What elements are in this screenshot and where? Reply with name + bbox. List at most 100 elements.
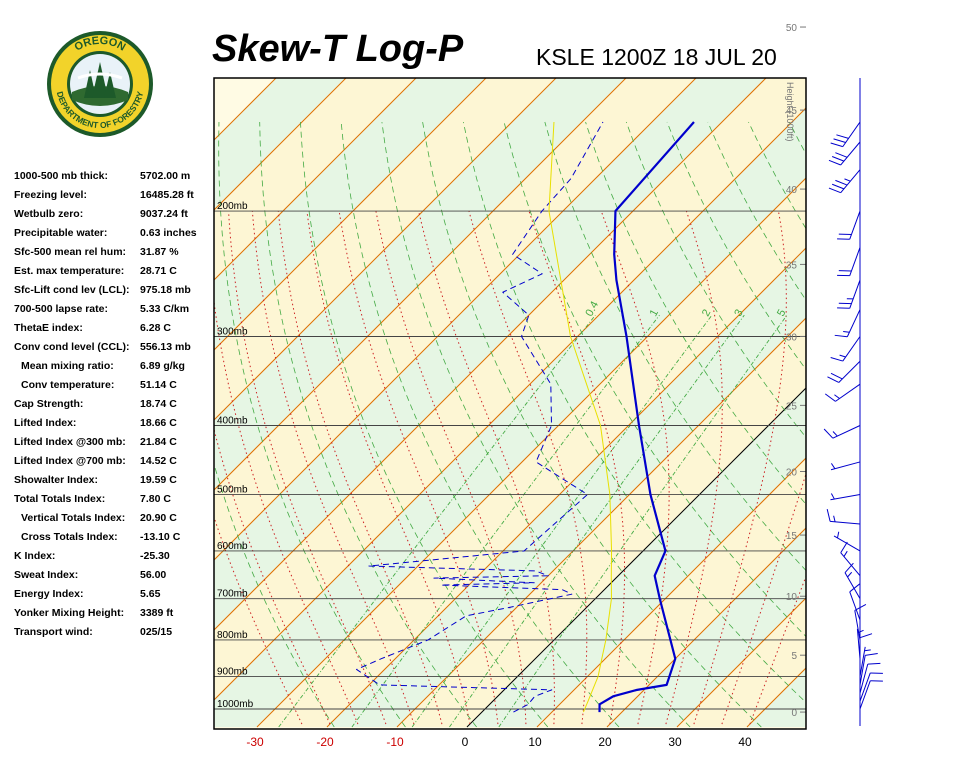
index-value: 6.89 g/kg (140, 360, 185, 372)
dry-adiabat-line (788, 121, 806, 155)
index-label: Vertical Totals Index: (21, 512, 126, 524)
isotherm-line (214, 78, 627, 491)
parcel-line (548, 122, 613, 713)
index-row: Sweat Index: 56.00 (14, 566, 214, 585)
index-value: 14.52 C (140, 455, 177, 467)
mixing-ratio-line (411, 314, 713, 728)
index-value: 7.80 C (140, 493, 171, 505)
moist-adiabat-line (306, 210, 471, 725)
moist-adiabat-line (338, 210, 499, 725)
x-axis: -30 -20 -10 0 10 20 30 40 (246, 735, 752, 749)
index-row: Lifted Index: 18.66 C (14, 414, 214, 433)
index-label: Lifted Index @300 mb: (14, 436, 126, 448)
wind-barb (823, 425, 861, 439)
height-tick-label: 5 (791, 651, 797, 662)
index-value: 0.63 inches (140, 227, 197, 239)
height-tick-label: 15 (786, 531, 798, 542)
height-tick-label: 10 (786, 592, 798, 603)
height-tick-label: 35 (786, 260, 798, 271)
height-axis-label: Height (1000ft) (785, 82, 795, 142)
moist-adiabat-line (418, 210, 555, 725)
wind-barb (844, 562, 861, 599)
oregon-forestry-logo: OREGON DEPARTMENT OF FORESTRY (47, 31, 153, 137)
stability-indices-panel: 1000-500 mb thick: 5702.00 m Freezing leve… (14, 167, 214, 642)
index-value: -13.10 C (140, 531, 181, 543)
chart-title: Skew-T Log-P (212, 28, 464, 70)
pressure-label: 200mb (217, 201, 248, 212)
index-row: Precipitable water: 0.63 inches (14, 224, 214, 243)
temperature-line (598, 121, 695, 713)
pressure-label: 700mb (217, 589, 248, 600)
x-tick-label: 10 (528, 735, 542, 749)
mixing-ratio-line (498, 314, 788, 728)
index-row: Cross Totals Index: -13.10 C (14, 528, 214, 547)
wind-barb (859, 680, 883, 710)
index-label: Lifted Index: (14, 417, 77, 429)
index-value: 51.14 C (140, 379, 177, 391)
svg-text:OREGON: OREGON (73, 35, 128, 54)
wind-barb (837, 210, 861, 240)
index-label: Conv cond level (CCL): (14, 341, 130, 353)
pressure-label: 1000mb (217, 699, 254, 710)
index-label: Freezing level: (14, 189, 87, 201)
isotherm-line (887, 0, 960, 727)
moist-adiabat-line (468, 210, 588, 725)
sounding-series (356, 121, 695, 713)
isotherm-line (676, 597, 806, 728)
index-row: Conv cond level (CCL): 556.13 mb (14, 338, 214, 357)
wind-barbs (823, 78, 883, 726)
logo-top-text: OREGON (73, 35, 128, 54)
wind-barb (830, 461, 861, 471)
zero-isotherm-line (466, 387, 806, 728)
index-label: Showalter Index: (14, 474, 99, 486)
index-label: Cap Strength: (14, 398, 84, 410)
dry-adiabat-line (952, 122, 960, 727)
x-tick-label: 20 (598, 735, 612, 749)
wind-barb (833, 531, 861, 552)
moist-adiabat-line (214, 298, 359, 725)
index-row: Yonker Mixing Height: 3389 ft (14, 604, 214, 623)
height-tick-label: 45 (786, 106, 798, 117)
mixing-ratio-label: 2 (700, 308, 713, 319)
index-value: 5.65 (140, 588, 161, 600)
wind-barb (837, 247, 861, 277)
dry-adiabat-line (422, 121, 762, 728)
dry-adiabat-line (462, 121, 806, 703)
wind-barb (859, 646, 871, 677)
index-row: 700-500 lapse rate: 5.33 C/km (14, 300, 214, 319)
wind-barb (837, 279, 861, 309)
index-value: 56.00 (140, 569, 167, 581)
index-value: -25.30 (140, 550, 170, 562)
mixing-ratio-line (351, 314, 660, 728)
dry-adiabat-line (911, 122, 960, 727)
index-value: 025/15 (140, 626, 173, 638)
dry-adiabat-line (830, 122, 960, 727)
index-label: Total Totals Index: (14, 493, 106, 505)
dry-adiabat-line (340, 121, 620, 728)
index-value: 20.90 C (140, 512, 177, 524)
index-value: 975.18 mb (140, 284, 191, 296)
index-label: 1000-500 mb thick: (14, 170, 108, 182)
wind-barb (859, 672, 883, 702)
x-tick-label: 40 (738, 735, 752, 749)
height-tick-label: 50 (786, 23, 798, 34)
wind-barb (849, 583, 861, 621)
mixing-ratio-label: 1 (648, 308, 661, 319)
index-label: K Index: (14, 550, 56, 562)
index-row: ThetaE index: 6.28 C (14, 319, 214, 338)
dry-adiabat-line (218, 122, 406, 728)
wind-barb (830, 336, 861, 362)
moist-adiabat-line (693, 210, 787, 725)
dry-adiabat-line (544, 121, 806, 572)
index-label: Cross Totals Index: (21, 531, 118, 543)
height-tick-label: 0 (791, 708, 797, 719)
index-row: Conv temperature: 51.14 C (14, 376, 214, 395)
wind-barb (830, 493, 861, 501)
isotherm-line (214, 78, 767, 631)
index-value: 19.59 C (140, 474, 177, 486)
wind-barb (840, 541, 861, 577)
isotherm-line (214, 78, 277, 141)
mixing-ratio-label: 3 (732, 308, 745, 319)
index-value: 6.28 C (140, 322, 171, 334)
